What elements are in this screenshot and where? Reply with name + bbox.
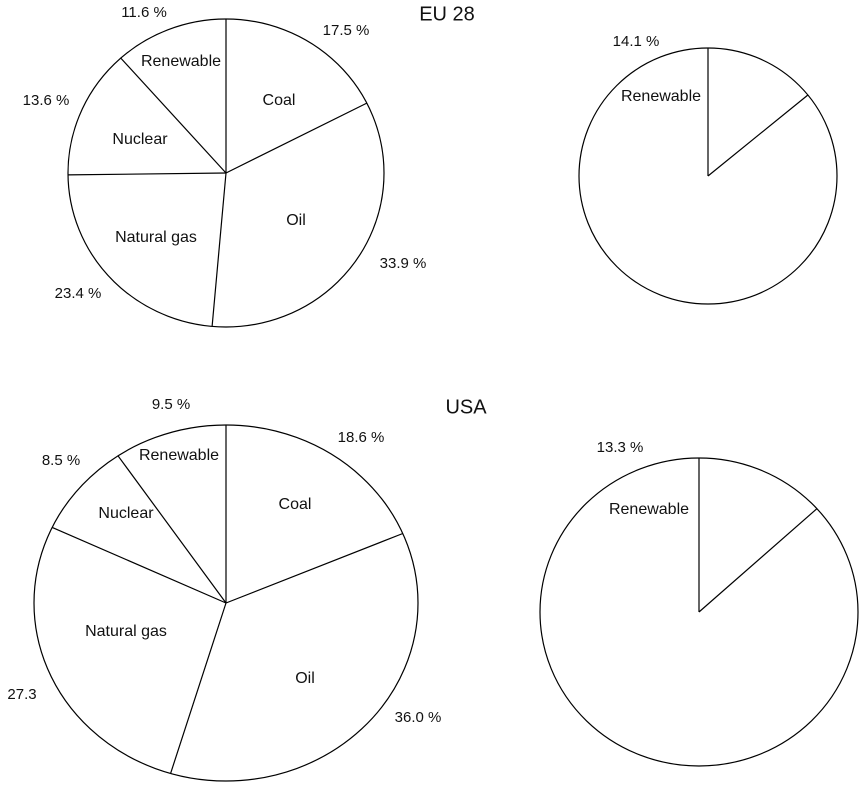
- slice-value-renewable: 13.3 %: [597, 439, 644, 456]
- slice-value-renewable: 11.6 %: [121, 4, 167, 21]
- chart-title: EU 28: [419, 3, 475, 25]
- slice-label-nuclear: Nuclear: [98, 505, 154, 522]
- chart-title: USA: [445, 396, 487, 418]
- slice-value-renewable: 14.1 %: [613, 33, 660, 50]
- slice-label-nuclear: Nuclear: [112, 131, 168, 148]
- slice-boundary-2: [698, 508, 818, 613]
- slice-value-natural-gas: 23.4 %: [55, 285, 102, 302]
- pie-chart-3: USA Coal 18.6 % Oil 36.0 % Natural gas 27.3 Nuc…: [7, 396, 487, 782]
- slice-label-natural-gas: Natural gas: [85, 623, 167, 640]
- pie-chart-4: Renewable 13.3 %: [539, 439, 859, 767]
- slice-boundary-4: [67, 172, 227, 176]
- slice-boundary-3: [211, 172, 227, 327]
- slice-value-oil: 36.0 %: [395, 709, 442, 726]
- slice-label-oil: Oil: [295, 670, 315, 687]
- slice-boundary-2: [707, 94, 809, 177]
- slice-value-coal: 18.6 %: [338, 429, 385, 446]
- slice-value-oil: 33.9 %: [380, 255, 427, 272]
- slice-label-renewable: Renewable: [621, 88, 701, 105]
- slice-label-renewable: Renewable: [139, 447, 219, 464]
- slice-boundary-4: [51, 526, 227, 604]
- slice-value-nuclear: 8.5 %: [42, 452, 80, 469]
- slice-boundary-5: [120, 57, 227, 174]
- slice-label-coal: Coal: [263, 92, 296, 109]
- slice-label-coal: Coal: [279, 496, 312, 513]
- slice-label-natural-gas: Natural gas: [115, 229, 197, 246]
- pie-chart-2: Renewable 14.1 %: [578, 33, 838, 305]
- slice-value-nuclear: 13.6 %: [23, 92, 70, 109]
- slice-value-renewable: 9.5 %: [152, 396, 190, 413]
- slice-value-natural-gas: 27.3: [7, 686, 36, 703]
- pie-chart-1: EU 28 Coal 17.5 % Oil 33.9 % Natural gas 23.4 …: [23, 3, 475, 328]
- slice-boundary-2: [225, 102, 368, 174]
- slice-value-coal: 17.5 %: [323, 22, 370, 39]
- slice-boundary-3: [170, 602, 227, 774]
- slice-label-renewable: Renewable: [609, 501, 689, 518]
- slice-boundary-5: [117, 455, 227, 604]
- slice-boundary-2: [225, 532, 404, 604]
- slice-label-oil: Oil: [286, 212, 306, 229]
- slice-label-renewable: Renewable: [141, 53, 221, 70]
